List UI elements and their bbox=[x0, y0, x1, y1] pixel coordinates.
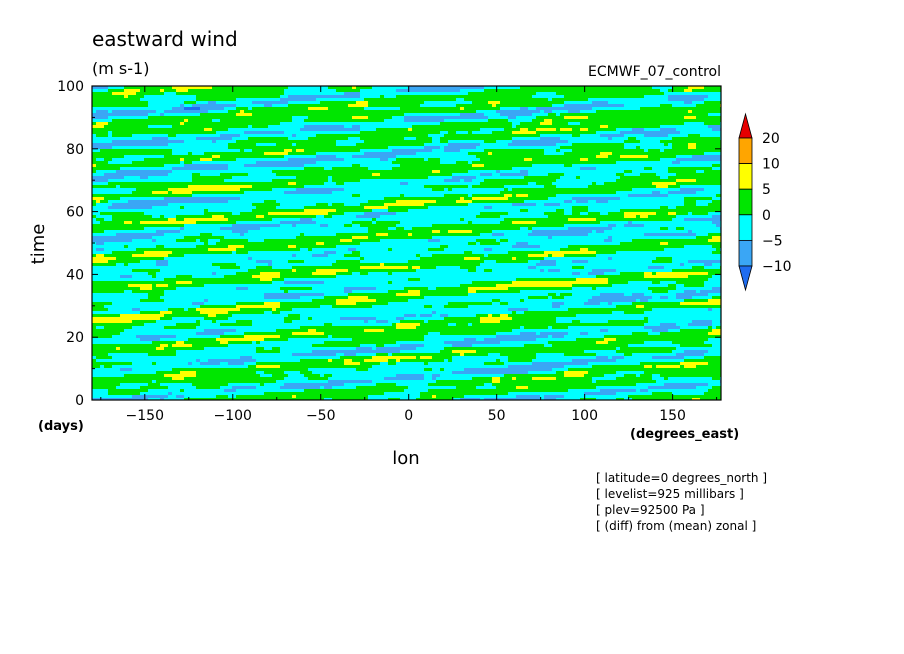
x-axis: −150 −100 −50 0 50 100 150 bbox=[100, 86, 718, 424]
x-tick-label: −50 bbox=[306, 408, 336, 424]
x-tick-label: 150 bbox=[659, 408, 686, 424]
colorbar-label: 0 bbox=[762, 208, 771, 224]
colorbar-segment bbox=[738, 239, 753, 267]
y-tick-label: 40 bbox=[66, 267, 84, 283]
info-line-plev: [ plev=92500 Pa ] bbox=[596, 503, 705, 517]
info-box: [ latitude=0 degrees_north ] [ levelist=… bbox=[596, 471, 767, 533]
colorbar-segment bbox=[738, 137, 753, 165]
x-tick-label: 100 bbox=[571, 408, 598, 424]
info-line-latitude: [ latitude=0 degrees_north ] bbox=[596, 471, 767, 485]
colorbar-label: 10 bbox=[762, 157, 780, 173]
x-tick-label: 50 bbox=[488, 408, 506, 424]
plot-area bbox=[91, 85, 722, 401]
x-axis-units: (degrees_east) bbox=[630, 427, 739, 442]
colorbar-extend-min bbox=[738, 265, 753, 292]
chart-units: (m s-1) bbox=[92, 59, 149, 78]
chart-title: eastward wind bbox=[92, 27, 238, 51]
y-axis-label: time bbox=[28, 224, 49, 265]
y-tick-label: 0 bbox=[75, 393, 84, 409]
colorbar-label: 5 bbox=[762, 182, 771, 198]
x-tick-label: −100 bbox=[214, 408, 252, 424]
colorbar-segment bbox=[738, 214, 753, 241]
colorbar-label: 20 bbox=[762, 131, 780, 147]
y-axis: 0 20 40 60 80 100 bbox=[57, 79, 721, 409]
colorbar-label: −5 bbox=[762, 233, 783, 249]
colorbar-label: −10 bbox=[762, 259, 792, 275]
x-axis-label: lon bbox=[392, 448, 419, 469]
x-tick-label: −150 bbox=[126, 408, 164, 424]
x-tick-label: 0 bbox=[404, 408, 413, 424]
colorbar-extend-max bbox=[738, 112, 753, 139]
y-axis-units: (days) bbox=[38, 419, 84, 434]
y-tick-label: 60 bbox=[66, 205, 84, 221]
contour-field bbox=[92, 86, 721, 400]
y-tick-label: 20 bbox=[66, 330, 84, 346]
colorbar: 20 10 5 0 −5 −10 bbox=[738, 112, 792, 292]
colorbar-segment bbox=[738, 188, 753, 216]
dataset-label: ECMWF_07_control bbox=[588, 64, 721, 80]
y-tick-label: 80 bbox=[66, 142, 84, 158]
info-line-diff: [ (diff) from (mean) zonal ] bbox=[596, 519, 756, 533]
colorbar-segment bbox=[738, 163, 753, 190]
info-line-levelist: [ levelist=925 millibars ] bbox=[596, 487, 744, 501]
y-tick-label: 100 bbox=[57, 79, 84, 95]
